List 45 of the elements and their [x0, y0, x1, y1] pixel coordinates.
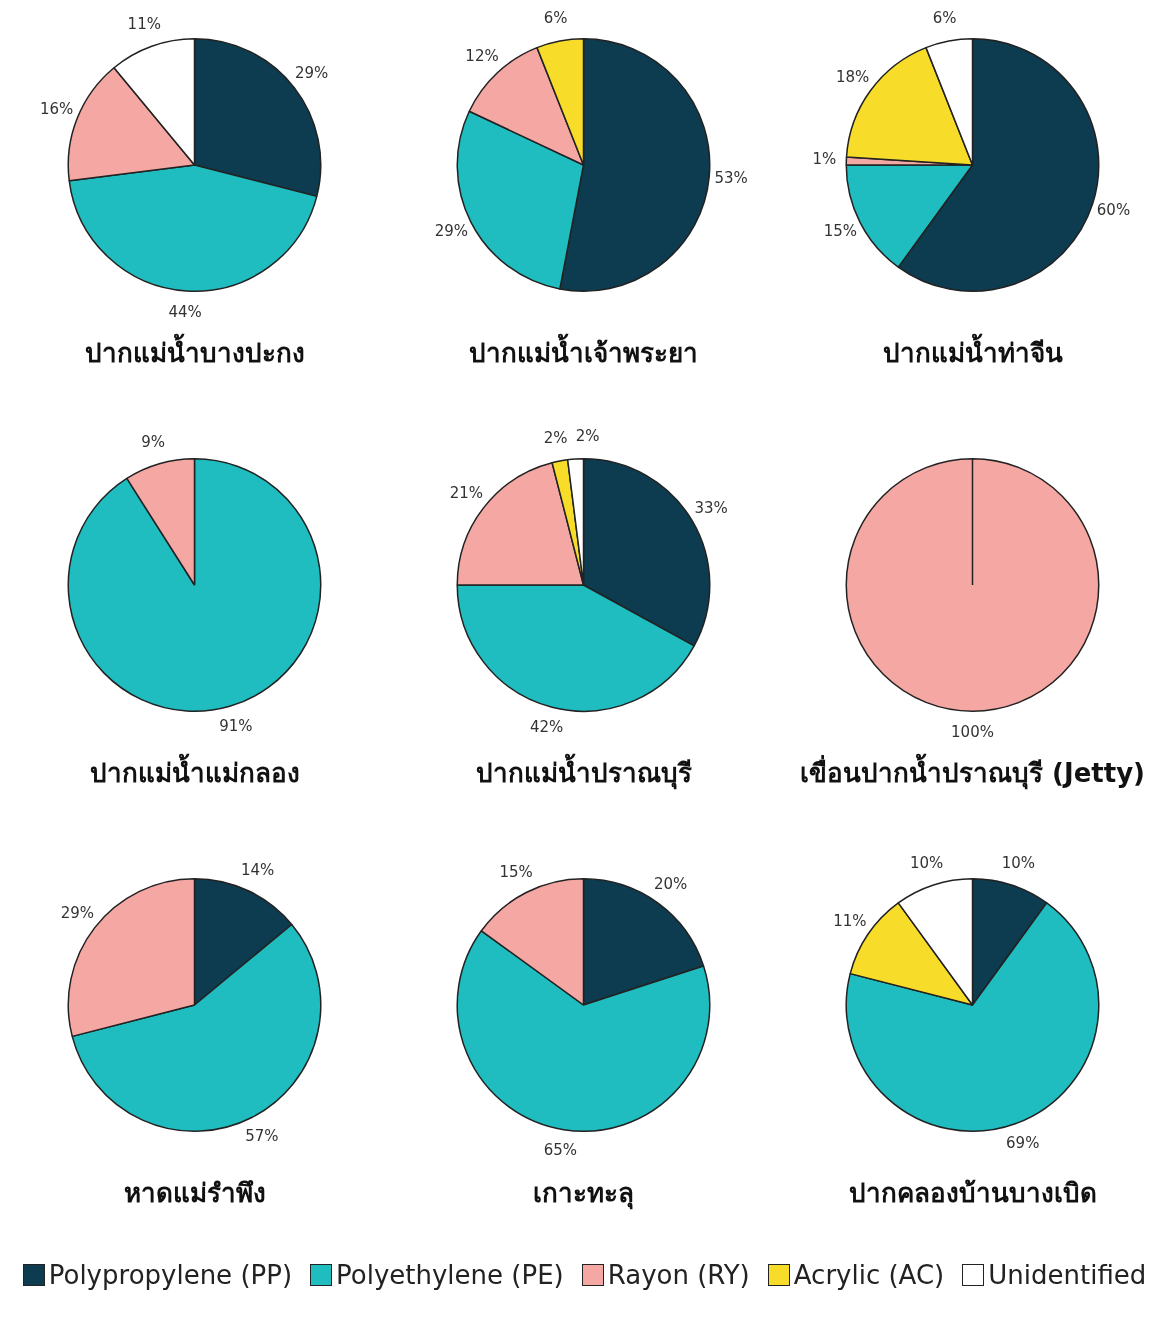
data-label: 15% — [499, 862, 533, 881]
data-label: 10% — [1001, 853, 1035, 872]
data-label: 6% — [543, 9, 568, 28]
data-label: 12% — [465, 46, 499, 65]
data-label: 10% — [910, 853, 944, 872]
data-label: 11% — [127, 15, 161, 34]
text: เกาะทะลุ — [533, 1177, 634, 1212]
data-label: 33% — [694, 499, 728, 518]
text: หาดแม่รำพึง — [123, 1177, 266, 1210]
data-label: 14% — [240, 860, 275, 879]
data-label: 65% — [543, 1141, 577, 1160]
text: เขื่อนปากน้ำปราณบุรี (Jetty) — [800, 752, 1145, 792]
data-label: 2% — [543, 429, 568, 448]
legend-label: Polypropylene (PP) — [48, 1260, 293, 1290]
text: ปากคลองบ้านบางเบิด — [848, 1177, 1097, 1210]
data-label: 1% — [812, 150, 837, 169]
data-label: 18% — [835, 67, 870, 86]
data-label: 29% — [434, 222, 469, 241]
text: ปากแม่น้ำเจ้าพระยา — [469, 332, 698, 370]
text: ปากแม่น้ำท่าจีน — [882, 332, 1063, 370]
legend-label: Acrylic (AC) — [793, 1260, 945, 1290]
data-label: 44% — [168, 302, 202, 321]
data-label: 11% — [833, 911, 867, 930]
data-label: 91% — [219, 717, 253, 736]
text: ปากแม่น้ำปราณบุรี — [475, 752, 692, 792]
data-label: 69% — [1006, 1134, 1040, 1153]
data-label: 60% — [1096, 200, 1131, 219]
data-label: 16% — [39, 100, 74, 119]
data-label: 20% — [653, 874, 688, 893]
data-label: 2% — [575, 426, 600, 445]
data-label: 6% — [932, 9, 957, 28]
legend-label: Rayon (RY) — [607, 1260, 750, 1290]
data-label: 57% — [245, 1126, 279, 1145]
data-label: 53% — [714, 168, 748, 187]
data-label: 100% — [951, 723, 994, 742]
legend-label: Unidentified — [988, 1260, 1147, 1290]
legend-label: Polyethylene (PE) — [336, 1260, 564, 1290]
data-label: 15% — [823, 222, 858, 241]
data-label: 42% — [529, 718, 564, 737]
data-label: 29% — [294, 64, 329, 83]
text: ปากแม่น้ำบางปะกง — [84, 332, 305, 370]
data-label: 21% — [449, 484, 484, 503]
text: ปากแม่น้ำแม่กลอง — [89, 752, 300, 790]
data-label: 9% — [141, 432, 166, 451]
data-label: 29% — [60, 904, 95, 923]
